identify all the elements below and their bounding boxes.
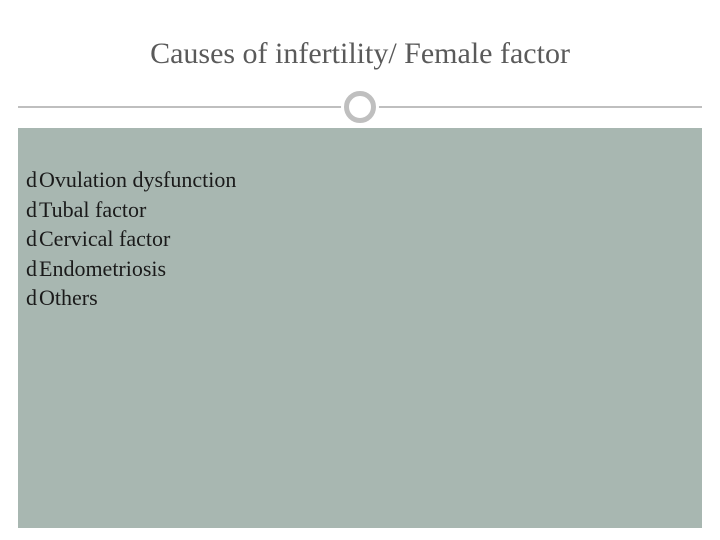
bullet-text: Others: [39, 284, 98, 312]
bullet-icon: d: [26, 196, 37, 224]
bullet-text: Cervical factor: [39, 225, 170, 253]
list-item: d Endometriosis: [26, 255, 694, 283]
slide-title: Causes of infertility/ Female factor: [150, 37, 570, 71]
bullet-text: Ovulation dysfunction: [39, 166, 236, 194]
content-region: d Ovulation dysfunction d Tubal factor d…: [18, 128, 702, 528]
bullet-list: d Ovulation dysfunction d Tubal factor d…: [26, 166, 694, 314]
bullet-icon: d: [26, 284, 37, 312]
bullet-icon: d: [26, 255, 37, 283]
circle-ornament-icon: [341, 88, 379, 126]
bullet-text: Endometriosis: [39, 255, 166, 283]
list-item: d Ovulation dysfunction: [26, 166, 694, 194]
slide: Causes of infertility/ Female factor d O…: [0, 0, 720, 540]
list-item: d Cervical factor: [26, 225, 694, 253]
list-item: d Tubal factor: [26, 196, 694, 224]
bullet-icon: d: [26, 166, 37, 194]
bullet-icon: d: [26, 225, 37, 253]
bullet-text: Tubal factor: [39, 196, 146, 224]
list-item: d Others: [26, 284, 694, 312]
